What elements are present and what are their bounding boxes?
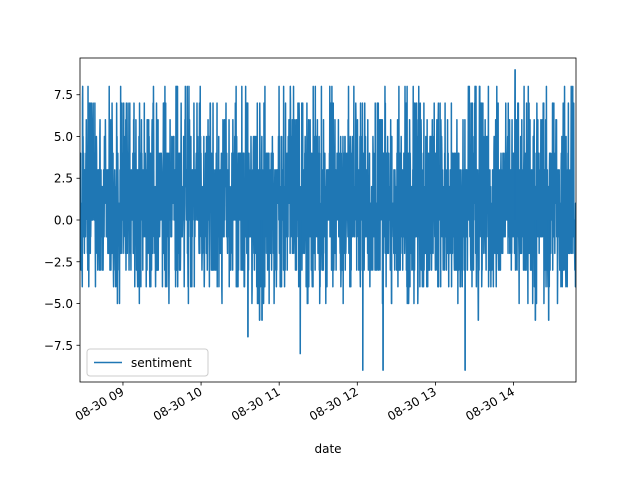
- x-axis-label: date: [314, 442, 341, 456]
- notable-points: [247, 69, 550, 371]
- y-tick-label: 2.5: [54, 172, 73, 186]
- legend: sentiment: [86, 348, 209, 377]
- y-tick-label: 0.0: [54, 214, 73, 228]
- y-tick-label: 7.5: [54, 88, 73, 102]
- axes-frame: [79, 57, 577, 383]
- series-line-sentiment: [80, 68, 576, 372]
- y-tick-label: −2.5: [44, 255, 73, 269]
- series-sentiment: [80, 68, 576, 372]
- y-tick-label: −7.5: [44, 339, 73, 353]
- legend-label-sentiment: sentiment: [131, 356, 192, 370]
- y-tick-label: 5.0: [54, 130, 73, 144]
- plot-area: [80, 68, 576, 372]
- legend-box: [86, 348, 209, 377]
- y-tick-label: −5.0: [44, 297, 73, 311]
- y-axis: 7.5 5.0 2.5 0.0 −2.5 −5.0 −7.5: [44, 88, 80, 353]
